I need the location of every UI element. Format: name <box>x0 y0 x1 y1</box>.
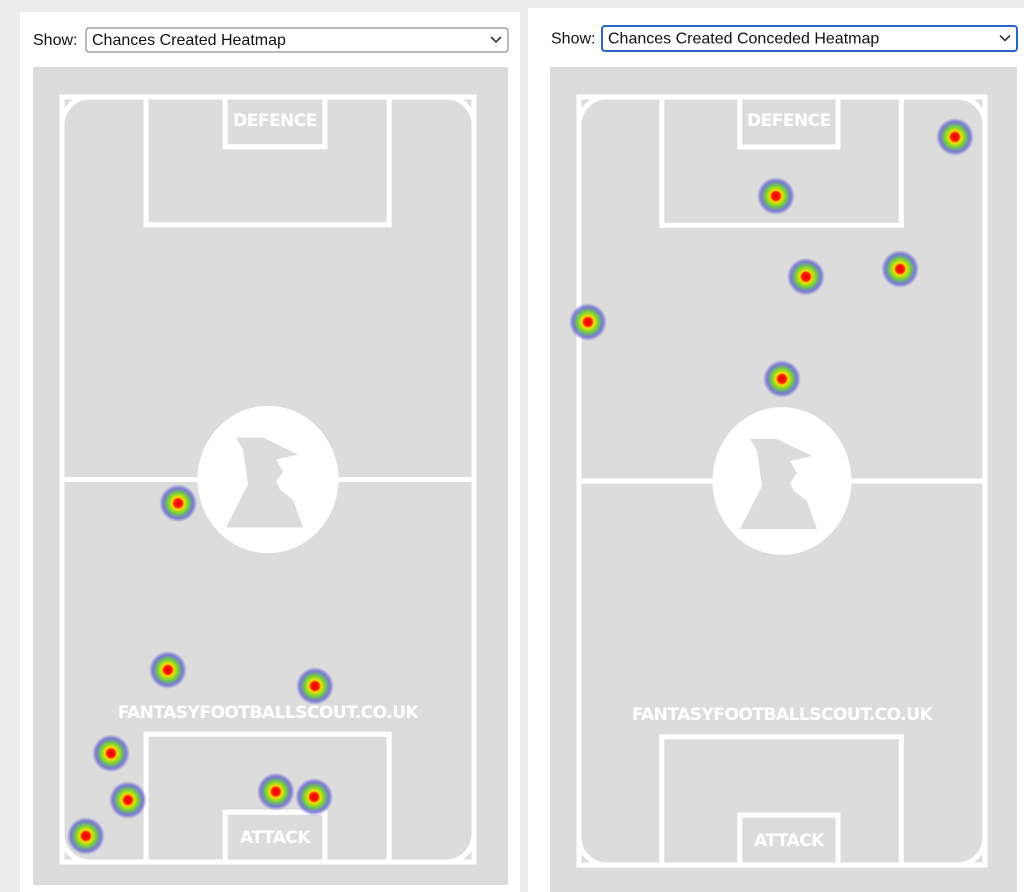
heat-spot <box>92 734 131 773</box>
logo <box>740 439 817 529</box>
defence-label: DEFENCE <box>747 111 831 131</box>
logo <box>226 437 303 528</box>
select[interactable] <box>601 25 1018 52</box>
heat-spot <box>159 484 198 523</box>
select-value: Chances Created Heatmap <box>92 32 286 49</box>
corner-arc <box>59 833 91 865</box>
heat-spot <box>108 781 147 820</box>
six-yard-box <box>737 812 841 868</box>
six-yard-box <box>737 94 841 150</box>
heat-spot <box>66 816 105 855</box>
heat-spot <box>881 250 920 289</box>
heat-spot <box>756 177 795 216</box>
corner-arc <box>956 94 988 126</box>
attack-label: ATTACK <box>240 828 311 848</box>
six-yard-box <box>222 809 328 865</box>
heat-spot <box>763 359 801 398</box>
chevron <box>490 36 502 44</box>
heat-spot <box>295 667 334 706</box>
corner-arc <box>445 94 477 126</box>
chevron <box>999 34 1011 42</box>
show-label: Show: <box>33 32 77 49</box>
show-label: Show: <box>551 31 595 48</box>
corner-arc <box>576 94 608 126</box>
heat-spot <box>295 777 334 816</box>
corner-arc <box>576 836 608 868</box>
heat-spot <box>148 650 187 689</box>
six-yard-box <box>222 94 328 150</box>
select-value: Chances Created Conceded Heatmap <box>608 31 879 48</box>
watermark: FANTASYFOOTBALLSCOUT.CO.UK <box>118 703 420 723</box>
corner-arc <box>59 94 91 126</box>
defence-label: DEFENCE <box>233 111 317 131</box>
heat-spot <box>935 117 974 156</box>
select[interactable] <box>85 27 509 53</box>
heat-spot <box>568 303 607 342</box>
attack-label: ATTACK <box>754 831 825 851</box>
heat-spot <box>256 772 295 811</box>
heat-spot <box>786 257 825 296</box>
corner-arc <box>445 833 477 865</box>
corner-arc <box>956 836 988 868</box>
watermark: FANTASYFOOTBALLSCOUT.CO.UK <box>632 705 934 725</box>
